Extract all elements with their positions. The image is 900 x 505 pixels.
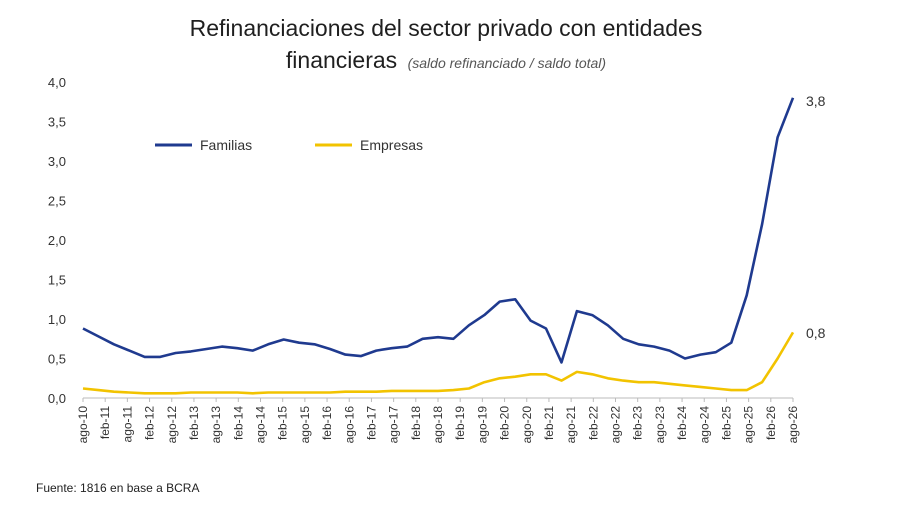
chart-title-line2: financieras [286, 47, 397, 73]
x-tick-label: ago-15 [298, 406, 312, 444]
x-tick-label: feb-16 [320, 406, 334, 440]
y-tick-label: 1,5 [48, 273, 66, 288]
y-axis: 0,0 0,5 1,0 1,5 2,0 2,5 3,0 3,5 4,0 [48, 75, 66, 406]
legend: Familias Empresas [155, 137, 423, 153]
x-tick-label: feb-12 [143, 406, 157, 440]
x-tick-label: feb-19 [453, 406, 467, 440]
x-tick-label: ago-14 [254, 406, 268, 444]
x-tick-label: ago-13 [209, 406, 223, 444]
source-note: Fuente: 1816 en base a BCRA [36, 481, 199, 495]
x-tick-label: feb-13 [187, 406, 201, 440]
x-tick-label: feb-23 [631, 406, 645, 440]
chart-title-line2-group: financieras (saldo refinanciado / saldo … [286, 47, 606, 73]
x-tick-label: feb-25 [719, 406, 733, 440]
x-tick-label: ago-16 [342, 406, 356, 444]
y-tick-label: 0,5 [48, 352, 66, 367]
chart-title: Refinanciaciones del sector privado con … [190, 15, 703, 41]
x-tick-label: ago-21 [564, 406, 578, 444]
y-tick-label: 3,0 [48, 154, 66, 169]
x-tick-label: ago-20 [520, 406, 534, 444]
series-line-familias [82, 97, 795, 364]
series-lines [82, 97, 795, 395]
x-tick-label: ago-25 [742, 406, 756, 444]
end-label-empresas: 0,8 [806, 325, 826, 341]
x-tick-label: feb-21 [542, 406, 556, 440]
x-tick-label: feb-18 [409, 406, 423, 440]
x-tick-label: feb-14 [231, 406, 245, 440]
x-tick-label: feb-26 [764, 406, 778, 440]
y-tick-label: 2,5 [48, 194, 66, 209]
y-tick-label: 3,5 [48, 115, 66, 130]
x-tick-label: ago-18 [431, 406, 445, 444]
x-tick-label: feb-22 [586, 406, 600, 440]
y-tick-label: 0,0 [48, 391, 66, 406]
legend-label-empresas: Empresas [360, 137, 423, 153]
x-tick-label: ago-23 [653, 406, 667, 444]
series-line-empresas [82, 331, 795, 395]
x-tick-label: ago-22 [609, 406, 623, 444]
legend-label-familias: Familias [200, 137, 252, 153]
x-tick-label: feb-15 [276, 406, 290, 440]
x-tick-label: feb-11 [98, 406, 112, 439]
x-tick-label: ago-11 [120, 406, 134, 443]
chart-subtitle: (saldo refinanciado / saldo total) [408, 55, 606, 71]
y-tick-label: 4,0 [48, 75, 66, 90]
y-tick-label: 2,0 [48, 233, 66, 248]
x-tick-label: ago-19 [475, 406, 489, 444]
end-label-familias: 3,8 [806, 93, 826, 109]
x-tick-label: feb-24 [675, 406, 689, 440]
y-tick-label: 1,0 [48, 312, 66, 327]
x-tick-label: ago-26 [786, 406, 800, 444]
x-tick-label: ago-17 [387, 406, 401, 444]
x-tick-label: feb-17 [364, 406, 378, 440]
x-tick-label: ago-24 [697, 406, 711, 444]
x-tick-label: ago-12 [165, 406, 179, 444]
x-axis: ago-10 feb-11 ago-11 feb-12 ago-12 feb-13 ago-… [76, 397, 800, 444]
x-tick-label: feb-20 [498, 406, 512, 440]
x-tick-label: ago-10 [76, 406, 90, 444]
